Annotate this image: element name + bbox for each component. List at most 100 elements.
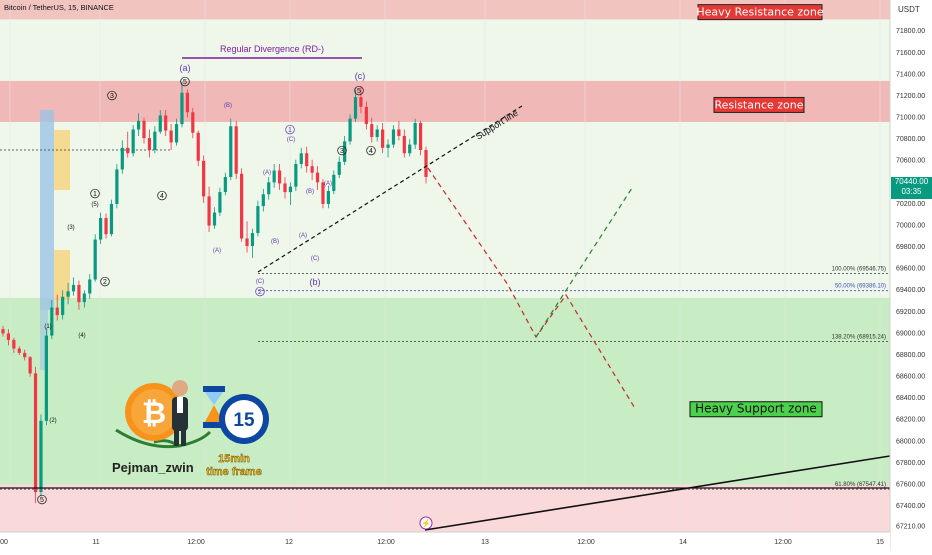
time-tick-label: 12:00 <box>377 539 395 546</box>
time-tick-label: 12:00 <box>577 539 595 546</box>
wave-label: (A) <box>213 248 221 254</box>
wave-label: (C) <box>311 256 319 262</box>
candle-body <box>174 124 179 143</box>
wave-label: 3 <box>110 93 114 100</box>
time-tick-label: 12:00 <box>187 539 205 546</box>
wave-label: (5) <box>91 202 98 208</box>
candle-body <box>23 352 27 358</box>
event-icon[interactable] <box>419 516 433 530</box>
candle-body <box>196 132 200 161</box>
wave-label-circle <box>180 76 190 87</box>
time-tick-label: 12:00 <box>774 539 792 546</box>
candle-body <box>202 160 206 197</box>
wave-label: (c) <box>355 71 366 81</box>
grid-layer <box>9 0 881 532</box>
candles-layer <box>1 82 428 503</box>
candle-body <box>386 144 390 148</box>
wave-label: 5 <box>183 79 187 86</box>
price-tick-label: 71400.00 <box>896 71 925 78</box>
candle-body <box>288 186 293 193</box>
neutral-zone <box>0 19 890 298</box>
price-tick-label: 71000.00 <box>896 115 925 122</box>
symbol-title[interactable]: Bitcoin / TetherUS, 15, BINANCE <box>4 3 114 12</box>
time-axis-bg <box>0 532 890 550</box>
candle-body <box>115 169 119 204</box>
zone-band <box>0 484 890 532</box>
wave-label: 1 <box>288 127 292 134</box>
price-tick-label: 68400.00 <box>896 395 925 402</box>
zone-label: Heavy Support zone <box>689 401 823 418</box>
wave-label-circle <box>354 85 364 96</box>
wave-label: 4 <box>369 148 373 155</box>
wave-label-circle <box>37 494 47 505</box>
wave-label: (b) <box>310 277 321 287</box>
candle-body <box>424 149 428 177</box>
candle-body <box>185 92 189 113</box>
logo-15min-text: 15min <box>218 453 250 465</box>
candle-body <box>294 164 298 187</box>
price-tick-label: 70200.00 <box>896 201 925 208</box>
wave-label: 5 <box>357 88 361 95</box>
zone-label-text: Heavy Resistance zone <box>696 6 824 19</box>
price-tick-label: 67400.00 <box>896 503 925 510</box>
candle-body <box>218 192 222 213</box>
price-tick-label: 68000.00 <box>896 438 925 445</box>
svg-text:15: 15 <box>233 410 255 431</box>
candle-body <box>207 196 211 226</box>
candle-body <box>397 129 401 136</box>
candle-body <box>305 153 309 167</box>
candle-body <box>402 135 406 154</box>
price-tick-label: 71800.00 <box>896 28 925 35</box>
candle-body <box>408 144 412 154</box>
wave-label: (A) <box>263 170 271 176</box>
time-tick-label: 14 <box>679 539 687 546</box>
bar-countdown: 03:35 <box>901 187 922 196</box>
zone-label-text: Resistance zone <box>714 98 803 111</box>
candle-body <box>272 170 276 183</box>
candle-body <box>370 124 374 138</box>
price-tick-label: 68200.00 <box>896 417 925 424</box>
wave-label: 2 <box>103 279 107 286</box>
fib-levels: 100.00% (69546.75) 50.00% (69386.10) 138.2… <box>0 149 890 490</box>
price-tick-label: 69800.00 <box>896 244 925 251</box>
wave-label: 1 <box>93 191 97 198</box>
candle-body <box>153 131 157 150</box>
current-price-tag: 70440.00 03:35 <box>891 177 932 199</box>
logo-author-text: Pejman_zwin <box>112 460 194 475</box>
fib-level-label: 100.00% (69546.75) <box>832 266 886 272</box>
event-icon-glyph: ⚡ <box>421 518 431 528</box>
time-tick-label: 15 <box>876 539 884 546</box>
wave-label: (C) <box>256 279 264 285</box>
wave-label: (A) <box>324 181 332 187</box>
candle-body <box>391 129 396 145</box>
candle-body <box>277 170 282 184</box>
wave-label: (3) <box>67 225 74 231</box>
candle-body <box>82 293 86 303</box>
time-tick-label: 12 <box>285 539 293 546</box>
time-axis: 00 11 12:00 12 12:00 13 12:00 14 12:00 15 ⚡ <box>0 516 890 550</box>
candle-body <box>283 183 287 193</box>
candle-body <box>120 147 124 170</box>
candle-body <box>33 373 38 493</box>
wave-label-circle <box>255 286 265 297</box>
trend-line <box>424 455 891 531</box>
candle-body <box>12 339 16 349</box>
candle-body <box>17 348 21 353</box>
candle-body <box>142 120 146 139</box>
fib-level-label: 138.20% (68915.24) <box>832 335 886 341</box>
candle-body <box>147 138 152 150</box>
candle-body <box>337 161 341 175</box>
volume-profile <box>40 110 70 370</box>
candle-body <box>332 174 336 192</box>
candle-body <box>364 106 368 125</box>
price-axis: 71800.00 71600.00 71400.00 71200.00 71000.00… <box>889 0 932 550</box>
wave-label: (2) <box>49 418 56 424</box>
divergence-label: Regular Divergence (RD-) <box>220 44 324 54</box>
candle-body <box>343 141 347 162</box>
candle-body <box>267 182 271 195</box>
zone-label: Resistance zone <box>713 96 805 113</box>
currency-label[interactable]: USDT <box>898 5 920 14</box>
candle-body <box>109 203 114 235</box>
wave-label: (C) <box>287 137 295 143</box>
